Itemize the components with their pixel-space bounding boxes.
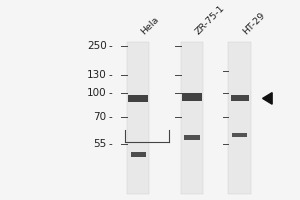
- Text: 55: 55: [94, 139, 107, 149]
- Text: 250: 250: [87, 41, 107, 51]
- Polygon shape: [262, 93, 272, 104]
- Bar: [232, 133, 247, 137]
- Bar: [182, 93, 202, 101]
- Text: 100: 100: [87, 88, 107, 98]
- Text: -: -: [108, 139, 112, 149]
- Text: Hela: Hela: [140, 15, 161, 36]
- Bar: [127, 42, 149, 194]
- Text: -: -: [108, 70, 112, 80]
- Bar: [130, 152, 146, 157]
- Text: 70: 70: [94, 112, 107, 122]
- Bar: [128, 95, 148, 102]
- Bar: [181, 42, 203, 194]
- Text: 130: 130: [87, 70, 107, 80]
- Text: -: -: [108, 112, 112, 122]
- Text: -: -: [108, 88, 112, 98]
- Text: -: -: [108, 41, 112, 51]
- Text: HT-29: HT-29: [241, 11, 267, 36]
- Bar: [184, 135, 200, 140]
- Bar: [228, 42, 251, 194]
- Text: ZR-75-1: ZR-75-1: [193, 3, 226, 36]
- Bar: [231, 95, 248, 101]
